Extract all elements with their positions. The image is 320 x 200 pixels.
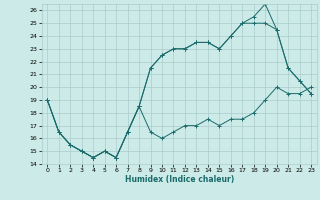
X-axis label: Humidex (Indice chaleur): Humidex (Indice chaleur) (124, 175, 234, 184)
